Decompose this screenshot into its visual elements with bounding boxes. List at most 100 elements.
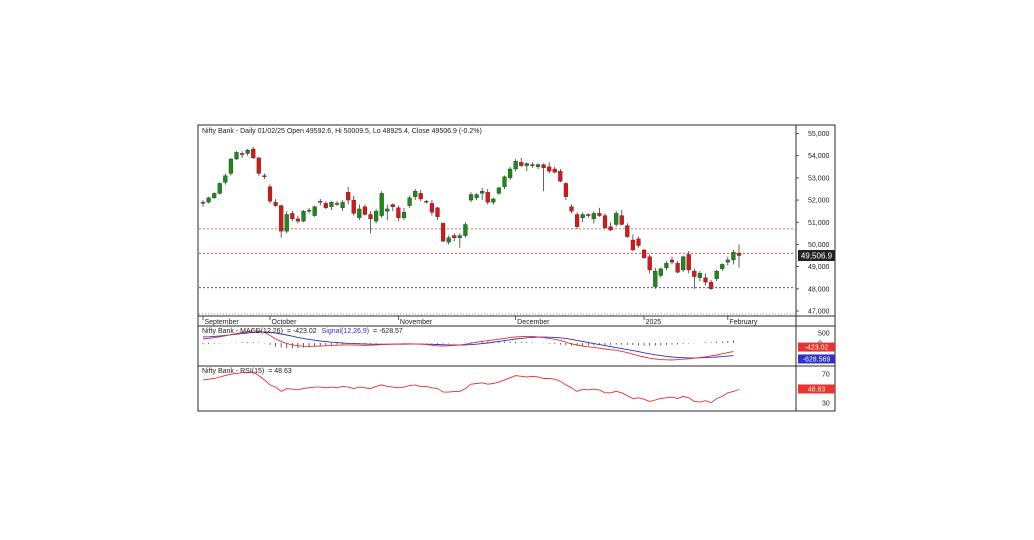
candle xyxy=(480,187,485,201)
candle xyxy=(708,279,714,290)
candle xyxy=(547,162,552,174)
candle xyxy=(440,222,446,243)
candle xyxy=(301,210,306,223)
candle xyxy=(306,207,312,214)
signal-line xyxy=(202,331,734,359)
signal-value-label: -628.569 xyxy=(803,356,831,363)
price-tick-label: 52,000 xyxy=(808,198,830,205)
price-tick-label: 47,000 xyxy=(808,309,830,316)
candle xyxy=(664,261,669,270)
rsi-tick-label: 70 xyxy=(822,372,830,379)
macd-legend-name: Nifty Bank - MACD(12,26) xyxy=(202,328,283,335)
candle xyxy=(424,200,429,204)
candle xyxy=(474,193,479,201)
candle xyxy=(323,201,328,209)
candle xyxy=(217,182,222,195)
date-tick-label: October xyxy=(272,319,298,326)
rsi-value-label: 48.63 xyxy=(808,386,826,393)
candle xyxy=(228,157,234,176)
macd-legend-value: = -423.02 xyxy=(287,328,317,335)
rsi-pane: 70 30 48.63 xyxy=(202,371,835,407)
candle xyxy=(413,188,418,201)
candle xyxy=(692,268,697,289)
candle xyxy=(290,211,295,222)
candle xyxy=(485,188,490,205)
candle xyxy=(267,184,273,204)
candle xyxy=(351,195,356,216)
last-price-badge-bg xyxy=(798,250,835,261)
price-tick-label: 54,000 xyxy=(808,153,830,160)
candle xyxy=(262,173,267,179)
date-tick-label: December xyxy=(517,319,550,326)
chart-frame xyxy=(197,124,836,412)
price-tick-label: 48,000 xyxy=(808,286,830,293)
candle xyxy=(552,166,557,174)
candle xyxy=(256,156,261,176)
candle xyxy=(519,157,524,167)
candle xyxy=(697,271,703,282)
reference-lines xyxy=(199,228,795,315)
candle xyxy=(669,256,675,265)
candle xyxy=(602,213,608,229)
candle xyxy=(212,192,217,199)
rsi-value-badge xyxy=(798,384,835,394)
macd-value-label: -423.02 xyxy=(805,345,829,352)
candle xyxy=(507,166,513,181)
candle xyxy=(379,191,384,218)
candle xyxy=(362,204,368,216)
signal-legend-value: = -628.57 xyxy=(373,328,403,335)
date-axis: September October November December 2025 Febr… xyxy=(202,316,758,326)
rsi-legend-name: Nifty Bank - RSI(15) xyxy=(202,368,264,375)
candle xyxy=(468,192,474,203)
candle xyxy=(368,211,373,234)
candle xyxy=(658,267,663,278)
macd-line xyxy=(202,330,734,361)
candle xyxy=(234,151,239,161)
candle xyxy=(496,186,502,195)
candle xyxy=(608,222,613,232)
candle xyxy=(273,198,278,207)
candle xyxy=(530,162,535,168)
candle xyxy=(675,261,680,274)
candle xyxy=(714,269,719,282)
macd-legend: Nifty Bank - MACD(12,26) = -423.02 Signa… xyxy=(202,328,403,335)
candle xyxy=(340,200,345,212)
candle xyxy=(334,201,340,206)
candle xyxy=(541,163,546,192)
candle xyxy=(418,190,423,202)
candle xyxy=(569,204,574,214)
candle xyxy=(586,213,591,218)
candle xyxy=(435,206,440,221)
price-tick-label: 50,000 xyxy=(808,242,830,249)
candle xyxy=(641,248,647,259)
date-tick-label: 2025 xyxy=(646,319,662,326)
candle xyxy=(491,197,496,205)
candle xyxy=(653,267,658,289)
rsi-legend-value: = 48.63 xyxy=(268,368,292,375)
price-tick-label: 55,000 xyxy=(808,131,830,138)
last-price-badge: 49,506.9 xyxy=(798,250,835,261)
macd-pane: 5000-423.02-628.569 xyxy=(202,330,835,364)
candle xyxy=(318,198,323,206)
candle xyxy=(329,201,334,211)
main-chart-title: Nifty Bank - Daily 01/02/25 Open 49592.6… xyxy=(202,128,482,135)
candle xyxy=(524,162,529,172)
candle xyxy=(452,233,457,242)
candle xyxy=(580,212,585,223)
candle xyxy=(385,204,390,221)
candle xyxy=(373,208,379,224)
candle xyxy=(535,163,541,169)
date-tick-label: February xyxy=(729,319,758,326)
candle xyxy=(312,205,317,217)
candle xyxy=(591,211,596,224)
candle xyxy=(681,255,686,273)
price-tick-label: 51,000 xyxy=(808,220,830,227)
candle xyxy=(502,175,507,189)
last-price-label: 49,506.9 xyxy=(801,252,833,261)
price-axis: 55,000 54,000 53,000 52,000 51,000 50,000 49,0… xyxy=(796,131,830,316)
candle xyxy=(223,173,228,185)
candle xyxy=(574,212,580,229)
price-tick-label: 53,000 xyxy=(808,175,830,182)
svg-text:Nifty Bank - MACD(12,26): Nifty Bank - MACD(12,26) = -423.02 Signa… xyxy=(202,328,403,335)
candle xyxy=(563,182,569,201)
